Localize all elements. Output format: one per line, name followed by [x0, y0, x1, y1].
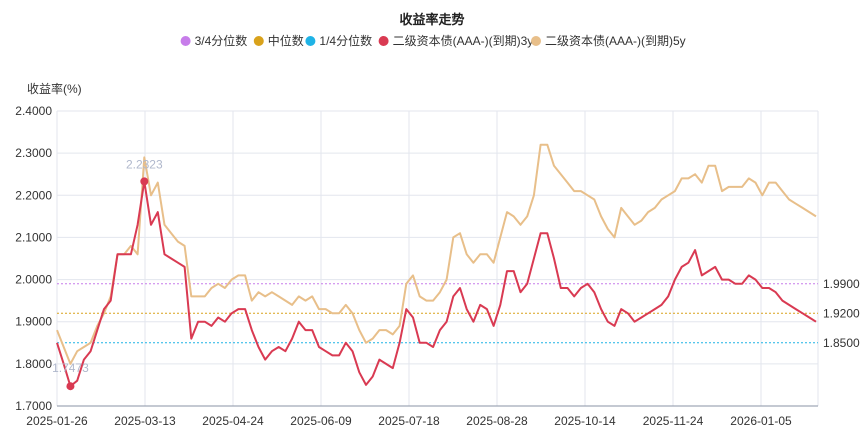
annotation-point[interactable] — [140, 177, 149, 186]
y-tick-label: 2.0000 — [15, 273, 52, 287]
x-axis-ticks: 2025-01-26 2025-03-13 2025-04-24 2025-06-09… — [26, 414, 792, 428]
annotation-label: 1.7473 — [52, 361, 89, 375]
y-tick-label: 1.9000 — [15, 315, 52, 329]
y-tick-label: 1.8000 — [15, 357, 52, 371]
y-tick-label: 2.2000 — [15, 188, 52, 202]
annotation-point[interactable] — [66, 382, 75, 391]
legend-swatch — [180, 36, 191, 46]
reference-line-label: 1.8500 — [823, 336, 860, 350]
y-tick-label: 1.7000 — [15, 399, 52, 413]
legend-label: 中位数 — [268, 33, 304, 48]
legend-swatch — [305, 36, 316, 46]
x-tick-label: 2025-07-18 — [378, 414, 440, 428]
reference-line-label: 1.9200 — [823, 306, 860, 320]
x-tick-label: 2025-11-24 — [643, 414, 704, 428]
annotation-label: 2.2323 — [126, 157, 163, 171]
legend-swatch — [531, 36, 541, 46]
y-axis-ticks: 1.7000 1.8000 1.9000 2.0000 2.1000 2.2000 2.30… — [15, 104, 52, 413]
chart-title: 收益率走势 — [399, 12, 464, 27]
y-axis-label: 收益率(%) — [27, 81, 82, 96]
series-group — [56, 143, 817, 388]
legend-item-1[interactable]: 中位数 — [253, 33, 304, 48]
legend-label: 3/4分位数 — [195, 33, 248, 48]
legend-label: 1/4分位数 — [319, 33, 372, 48]
legend-swatch — [253, 36, 264, 46]
legend-swatch — [378, 36, 389, 46]
grid — [56, 110, 819, 407]
y-tick-label: 2.4000 — [15, 104, 52, 118]
legend-item-3[interactable]: 二级资本债(AAA-)(到期)3y — [378, 34, 534, 48]
x-tick-label: 2025-01-26 — [26, 414, 88, 428]
legend-item-4[interactable]: 二级资本债(AAA-)(到期)5y — [531, 34, 686, 48]
legend-label: 二级资本债(AAA-)(到期)5y — [545, 34, 686, 48]
x-tick-label: 2025-04-24 — [202, 414, 264, 428]
x-tick-label: 2025-03-13 — [114, 414, 176, 428]
legend[interactable]: 3/4分位数 中位数 1/4分位数 二级资本债(AAA-)(到期)3y 二级资本债(AA… — [180, 33, 686, 48]
reference-lines: 1.9900 1.9200 1.8500 — [57, 277, 860, 350]
y-tick-label: 2.1000 — [15, 230, 52, 244]
x-tick-label: 2025-10-14 — [554, 414, 616, 428]
annotations: 2.2323 1.7473 — [52, 157, 163, 391]
series-line-1[interactable] — [56, 143, 817, 365]
legend-item-2[interactable]: 1/4分位数 — [305, 33, 372, 48]
series-line-0[interactable] — [56, 180, 817, 388]
y-tick-label: 2.3000 — [15, 146, 52, 160]
x-tick-label: 2025-08-28 — [466, 414, 528, 428]
reference-line-label: 1.9900 — [823, 277, 860, 291]
legend-label: 二级资本债(AAA-)(到期)3y — [393, 34, 534, 48]
x-tick-label: 2025-06-09 — [290, 414, 352, 428]
legend-item-0[interactable]: 3/4分位数 — [180, 33, 248, 48]
x-tick-label: 2026-01-05 — [730, 414, 792, 428]
